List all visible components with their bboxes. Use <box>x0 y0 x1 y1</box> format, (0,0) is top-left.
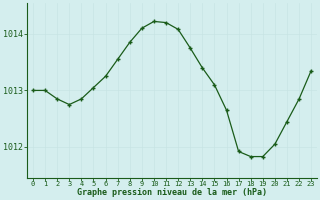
X-axis label: Graphe pression niveau de la mer (hPa): Graphe pression niveau de la mer (hPa) <box>77 188 267 197</box>
